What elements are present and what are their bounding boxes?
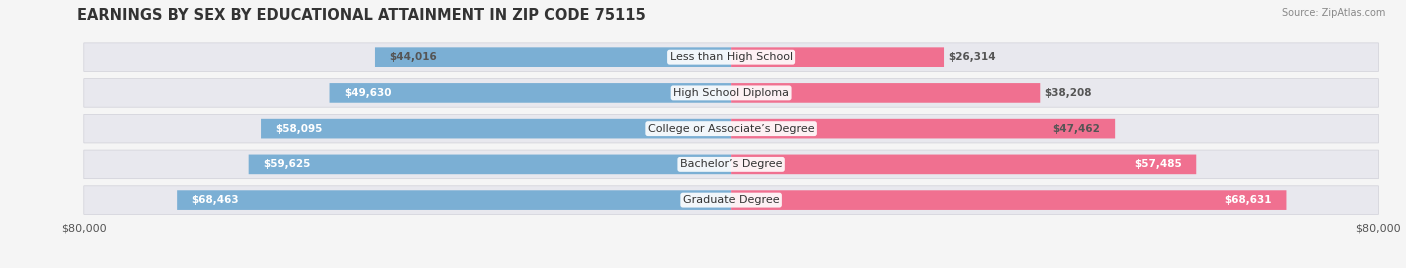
- FancyBboxPatch shape: [177, 190, 731, 210]
- FancyBboxPatch shape: [84, 43, 1378, 72]
- FancyBboxPatch shape: [84, 186, 1378, 214]
- FancyBboxPatch shape: [249, 155, 731, 174]
- FancyBboxPatch shape: [84, 150, 1378, 179]
- FancyBboxPatch shape: [84, 114, 1378, 143]
- FancyBboxPatch shape: [731, 47, 943, 67]
- Text: $44,016: $44,016: [389, 52, 437, 62]
- Text: Graduate Degree: Graduate Degree: [683, 195, 779, 205]
- Text: EARNINGS BY SEX BY EDUCATIONAL ATTAINMENT IN ZIP CODE 75115: EARNINGS BY SEX BY EDUCATIONAL ATTAINMEN…: [77, 8, 647, 23]
- FancyBboxPatch shape: [731, 119, 1115, 139]
- Text: $38,208: $38,208: [1045, 88, 1092, 98]
- Text: Bachelor’s Degree: Bachelor’s Degree: [681, 159, 782, 169]
- FancyBboxPatch shape: [329, 83, 731, 103]
- Text: $68,463: $68,463: [191, 195, 239, 205]
- FancyBboxPatch shape: [731, 190, 1286, 210]
- Text: Source: ZipAtlas.com: Source: ZipAtlas.com: [1281, 8, 1385, 18]
- FancyBboxPatch shape: [731, 155, 1197, 174]
- Text: $68,631: $68,631: [1225, 195, 1272, 205]
- FancyBboxPatch shape: [262, 119, 731, 139]
- FancyBboxPatch shape: [731, 83, 1040, 103]
- FancyBboxPatch shape: [375, 47, 731, 67]
- Text: $49,630: $49,630: [344, 88, 392, 98]
- Text: $47,462: $47,462: [1053, 124, 1101, 134]
- FancyBboxPatch shape: [84, 79, 1378, 107]
- Text: $59,625: $59,625: [263, 159, 311, 169]
- Text: $26,314: $26,314: [948, 52, 995, 62]
- Text: $58,095: $58,095: [276, 124, 323, 134]
- Text: $57,485: $57,485: [1135, 159, 1181, 169]
- Text: Less than High School: Less than High School: [669, 52, 793, 62]
- Text: High School Diploma: High School Diploma: [673, 88, 789, 98]
- Text: College or Associate’s Degree: College or Associate’s Degree: [648, 124, 814, 134]
